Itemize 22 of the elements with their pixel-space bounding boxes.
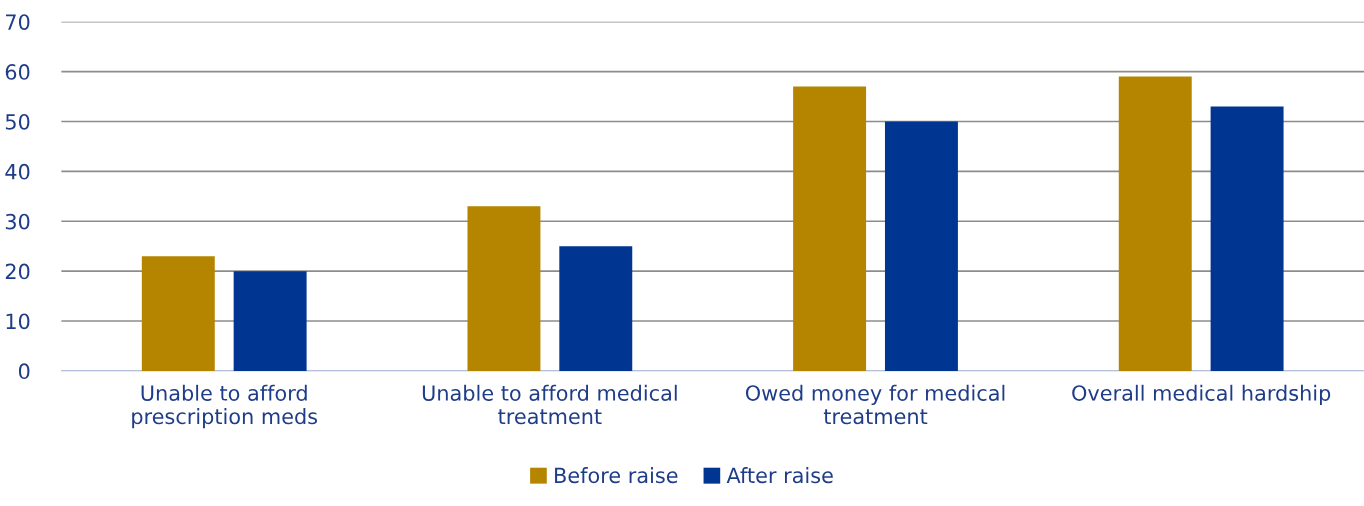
bar [233, 271, 307, 371]
x-tick-label: Unable to afford medical treatment [422, 384, 677, 425]
bar [559, 246, 633, 371]
legend-label: Before raise [555, 467, 678, 484]
x-tick-label: Owed money for medical treatment [745, 384, 1005, 425]
bar [1118, 76, 1192, 371]
y-tick-label: 30 [5, 213, 30, 230]
bar [1210, 106, 1284, 371]
y-tick-label: 20 [5, 263, 30, 280]
y-tick-label: 60 [5, 64, 30, 80]
x-tick-label: Overall medical hardship [1072, 384, 1331, 405]
y-tick-label: 10 [6, 313, 30, 330]
bar [884, 121, 958, 371]
bar [141, 256, 215, 371]
y-tick-label: 40 [5, 163, 30, 180]
legend-label: After raise [726, 467, 833, 484]
bar [467, 206, 541, 371]
bar [793, 86, 867, 371]
y-tick-label: 50 [5, 113, 30, 130]
y-tick-label: 70 [6, 14, 30, 30]
y-tick-label: 0 [18, 363, 30, 380]
x-tick-label: Unable to afford prescription meds [132, 384, 318, 429]
